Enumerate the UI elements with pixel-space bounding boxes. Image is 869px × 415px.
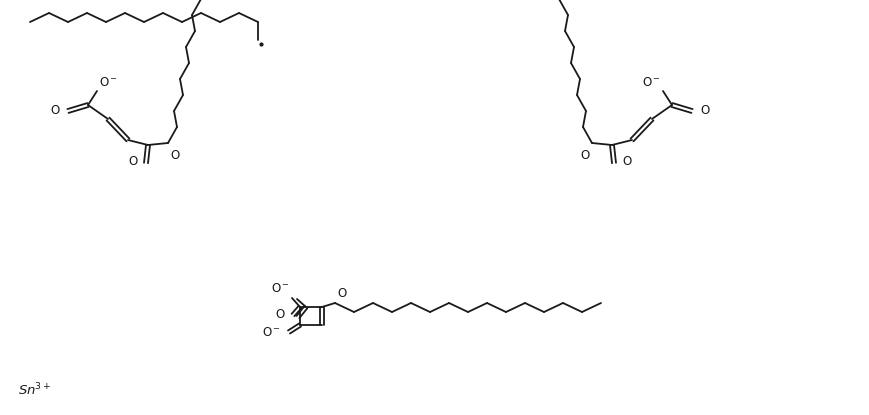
Text: O$^-$: O$^-$: [642, 76, 661, 89]
Text: O: O: [170, 149, 179, 162]
Text: O: O: [129, 156, 138, 168]
Text: O: O: [275, 308, 285, 322]
Text: O: O: [700, 103, 709, 117]
Text: O$^-$: O$^-$: [262, 325, 281, 339]
Text: Sn$^{3+}$: Sn$^{3+}$: [18, 382, 51, 398]
Text: O$^-$: O$^-$: [271, 282, 290, 295]
Text: O$^-$: O$^-$: [99, 76, 118, 89]
Text: O: O: [580, 149, 590, 162]
Text: O: O: [337, 287, 346, 300]
Text: O: O: [50, 103, 60, 117]
Text: O: O: [622, 156, 631, 168]
